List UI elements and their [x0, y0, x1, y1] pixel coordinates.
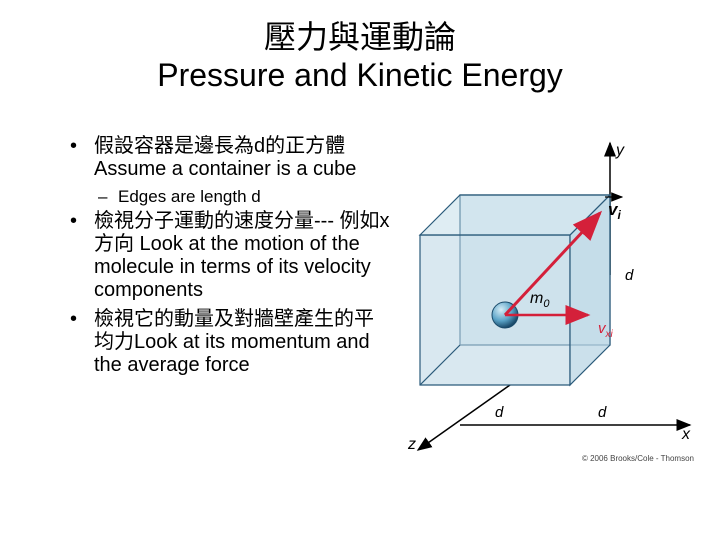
- axis-y-label: y: [615, 142, 625, 159]
- bullet-1: 假設容器是邊長為d的正方體Assume a container is a cub…: [70, 135, 390, 181]
- d-label-front: d: [495, 404, 504, 421]
- bullet-1-sub: Edges are length d: [70, 187, 390, 207]
- axis-x-label: x: [681, 426, 691, 443]
- d-label-right: d: [625, 267, 634, 284]
- cube-svg: y x z d d d vi m0 vxi: [400, 135, 700, 465]
- text-column: 假設容器是邊長為d的正方體Assume a container is a cub…: [70, 135, 390, 465]
- vi-label: vi: [608, 200, 621, 222]
- d-label-side: d: [598, 404, 607, 421]
- title-en: Pressure and Kinetic Energy: [0, 56, 720, 94]
- content-row: 假設容器是邊長為d的正方體Assume a container is a cub…: [0, 135, 720, 465]
- bullet-2: 檢視分子運動的速度分量--- 例如x方向 Look at the motion …: [70, 210, 390, 302]
- figure-credit: © 2006 Brooks/Cole - Thomson: [582, 454, 694, 463]
- axis-z-label: z: [407, 436, 416, 453]
- bullet-3: 檢視它的動量及對牆壁產生的平均力Look at its momentum and…: [70, 308, 390, 377]
- cube-figure: y x z d d d vi m0 vxi © 2006 Brooks/Cole…: [400, 135, 700, 465]
- title-cjk: 壓力與運動論: [0, 18, 720, 56]
